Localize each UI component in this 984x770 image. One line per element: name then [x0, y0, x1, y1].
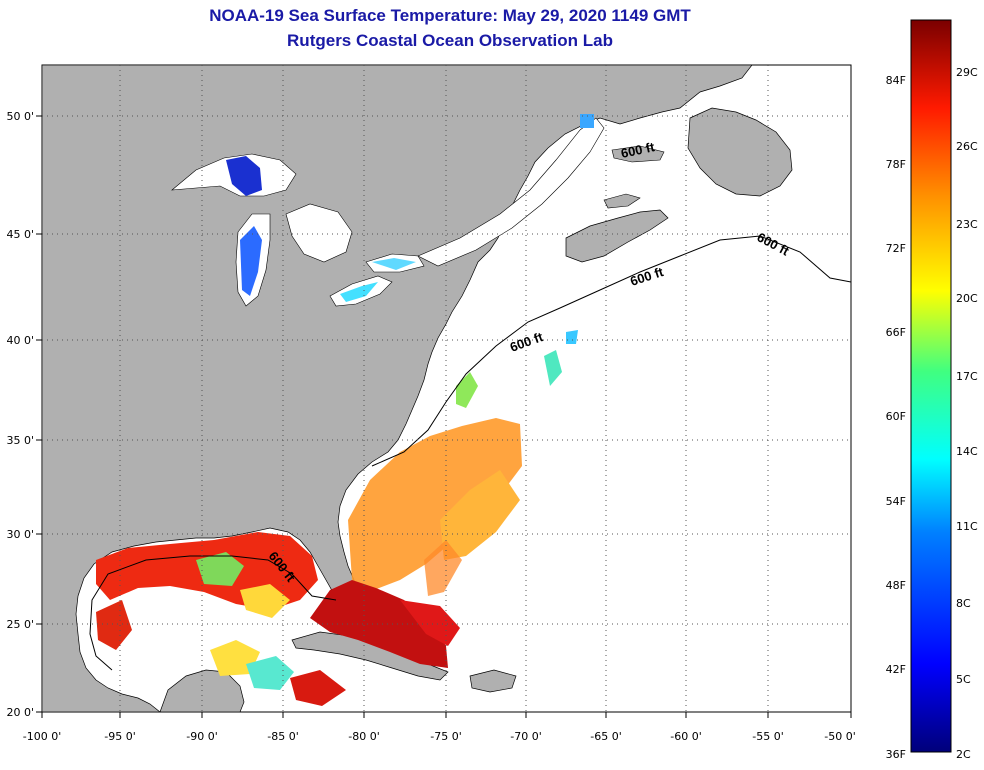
lake-huron	[285, 203, 353, 263]
lon-label: -75 0'	[430, 730, 462, 743]
colorbar-c-label: 11C	[956, 520, 978, 533]
lon-label: -65 0'	[590, 730, 622, 743]
colorbar-c-label: 17C	[956, 370, 978, 383]
lat-label: 20 0'	[6, 706, 34, 719]
lon-label: -90 0'	[186, 730, 218, 743]
sst-florida-straits	[310, 580, 448, 668]
colorbar-f-label: 78F	[886, 158, 906, 171]
colorbar-c-label: 23C	[956, 218, 978, 231]
st-lawrence-river	[417, 117, 605, 267]
colorbar	[910, 19, 952, 753]
colorbar-c-label: 8C	[956, 597, 971, 610]
lon-label: -55 0'	[752, 730, 784, 743]
sst-lake-michigan	[240, 226, 262, 296]
lat-label: 40 0'	[6, 334, 34, 347]
isobath-600ft	[371, 235, 851, 467]
lon-label: -70 0'	[510, 730, 542, 743]
sst-mid-atlantic-teal	[544, 350, 562, 386]
colorbar-f-label: 48F	[886, 579, 906, 592]
map-ticks	[36, 115, 852, 718]
map-title: NOAA-19 Sea Surface Temperature: May 29,…	[209, 6, 691, 25]
isobath-600ft-gulf	[89, 555, 337, 671]
sst-caribbean-red	[290, 670, 346, 706]
colorbar-c-label: 14C	[956, 445, 978, 458]
colorbar-c-label: 2C	[956, 748, 971, 761]
lat-label: 25 0'	[6, 618, 34, 631]
colorbar-c-label: 26C	[956, 140, 978, 153]
lon-label: -80 0'	[348, 730, 380, 743]
colorbar-f-label: 84F	[886, 74, 906, 87]
map-subtitle: Rutgers Coastal Ocean Observation Lab	[287, 31, 613, 50]
lat-label: 50 0'	[6, 110, 34, 123]
lat-label: 30 0'	[6, 528, 34, 541]
sst-offshore-scatter	[424, 540, 462, 596]
colorbar-c-label: 5C	[956, 673, 971, 686]
colorbar-c-label: 20C	[956, 292, 978, 305]
sst-cyan-patch	[566, 330, 578, 344]
colorbar-f-label: 72F	[886, 242, 906, 255]
land-newfoundland	[687, 107, 793, 197]
land-anticosti	[611, 145, 665, 163]
colorbar-f-label: 54F	[886, 495, 906, 508]
colorbar-f-label: 36F	[886, 748, 906, 761]
lon-label: -60 0'	[670, 730, 702, 743]
sst-gulf-south-cyan	[246, 656, 294, 690]
colorbar-c-label: 29C	[956, 66, 978, 79]
sst-lake-ontario	[372, 258, 416, 270]
lon-label: -50 0'	[824, 730, 856, 743]
land-north-america	[42, 65, 753, 712]
lat-label: 35 0'	[6, 434, 34, 447]
colorbar-f-label: 66F	[886, 326, 906, 339]
lon-label: -100 0'	[23, 730, 61, 743]
sst-gulf-green-patch	[196, 552, 244, 586]
land-nova-scotia	[565, 209, 669, 263]
lon-label: -95 0'	[104, 730, 136, 743]
sst-offshore-yellow	[440, 470, 520, 560]
land-pei	[603, 193, 641, 209]
sst-lake-superior	[226, 156, 262, 196]
lon-label: -85 0'	[267, 730, 299, 743]
land-hispaniola	[469, 669, 517, 693]
sst-lake-erie	[340, 282, 378, 302]
colorbar-f-label: 60F	[886, 410, 906, 423]
colorbar-f-label: 42F	[886, 663, 906, 676]
sst-gulf-yellow-patch	[240, 584, 290, 618]
contour-label-1: 600 ft	[620, 139, 657, 161]
sst-bahamas-red	[400, 600, 460, 646]
sst-st-lawrence	[580, 114, 594, 128]
sst-gulf-stream-orange	[348, 418, 522, 590]
sst-gulf-west-red	[96, 600, 132, 650]
lat-label: 45 0'	[6, 228, 34, 241]
